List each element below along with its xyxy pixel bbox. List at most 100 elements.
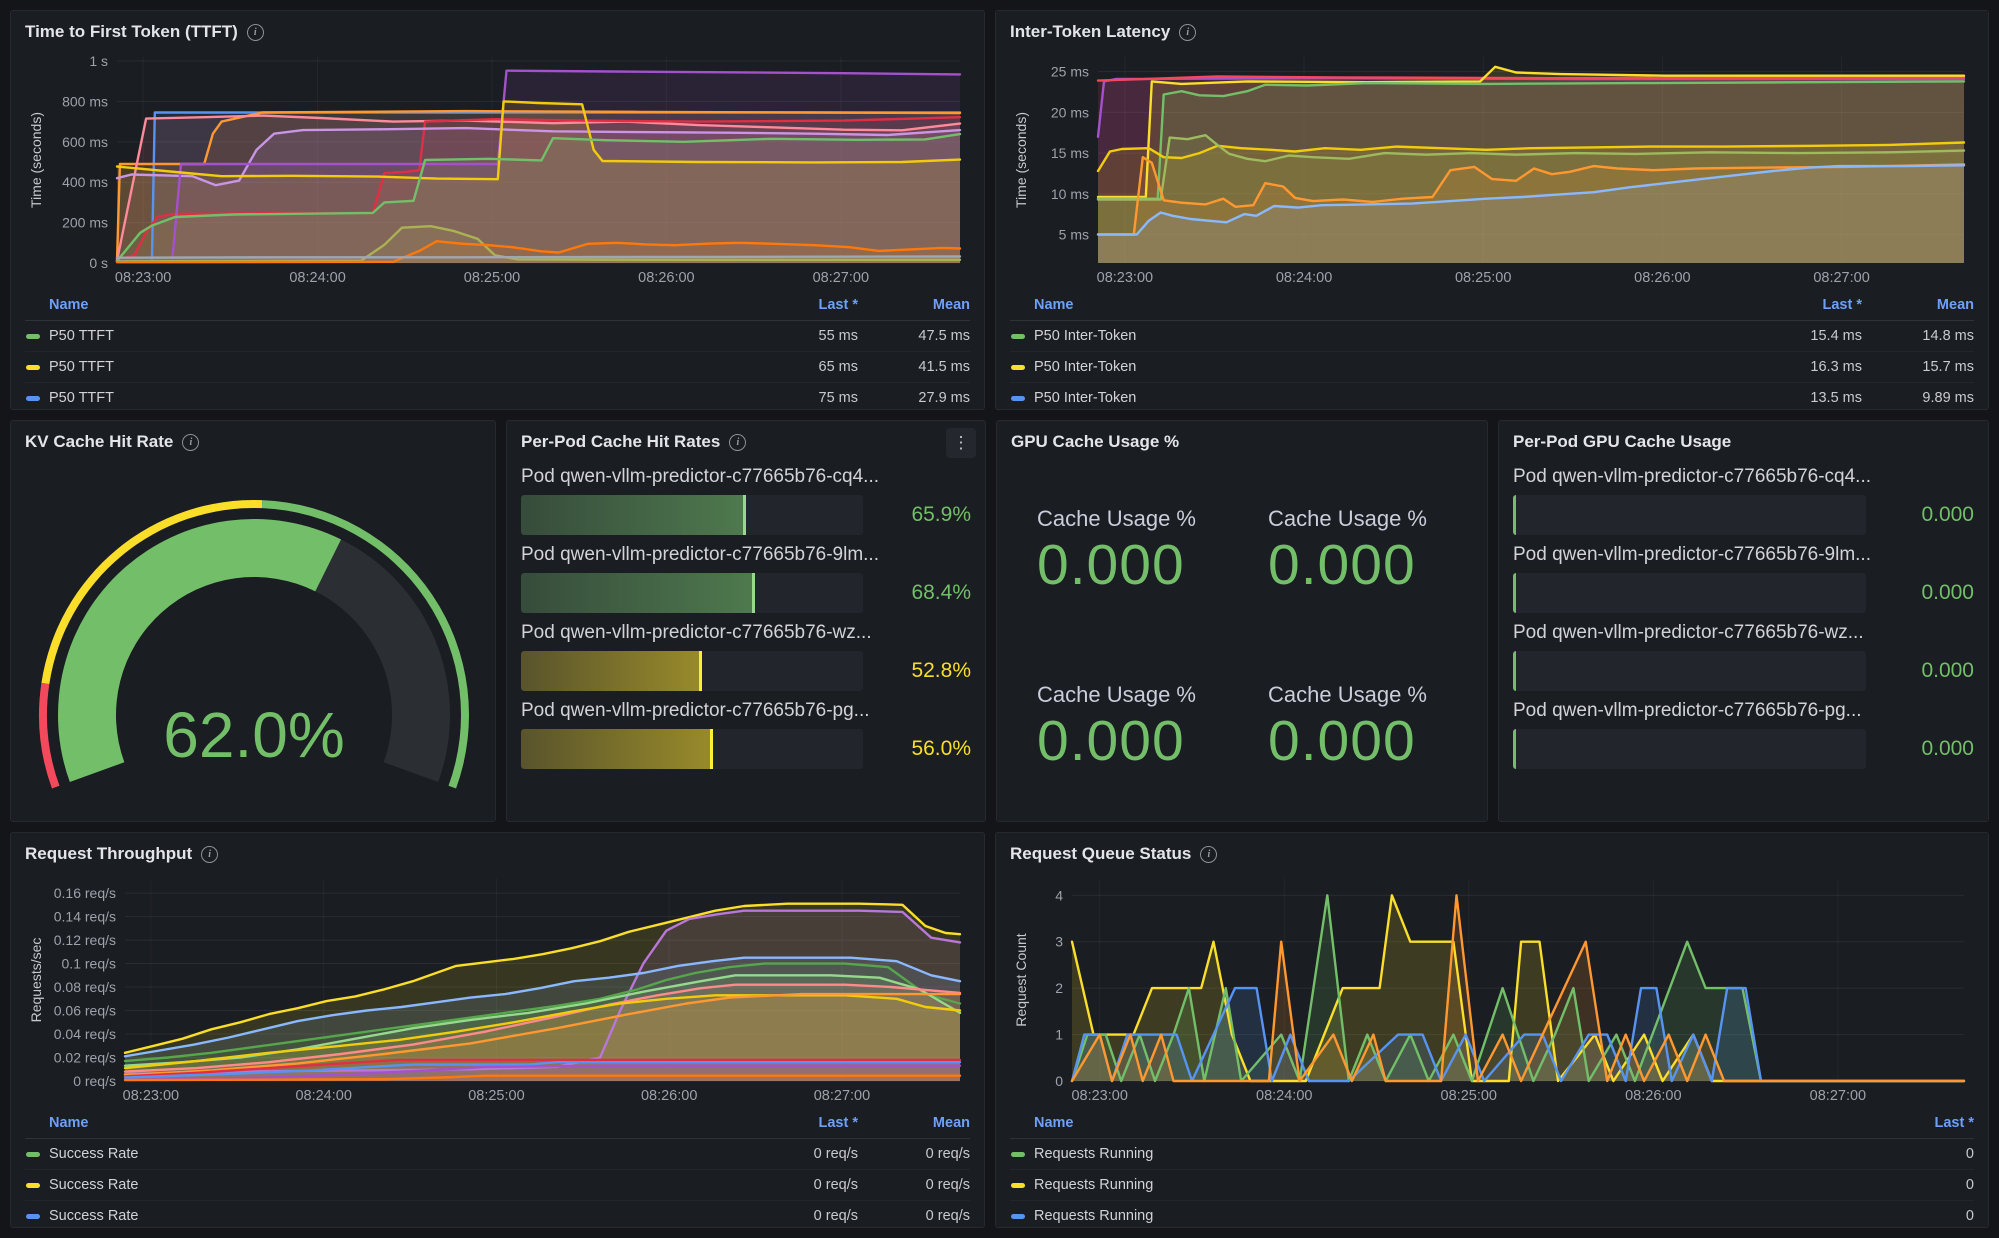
panel-pod-gpu-header[interactable]: Per-Pod GPU Cache Usage bbox=[1513, 427, 1974, 457]
panel-gpu-stat-header[interactable]: GPU Cache Usage % bbox=[1011, 427, 1473, 457]
legend-header-name[interactable]: Name bbox=[1034, 1115, 1074, 1131]
series-area bbox=[1098, 157, 1964, 263]
series-label[interactable]: Requests Running bbox=[1034, 1177, 1154, 1193]
panel-menu-icon[interactable]: ⋮ bbox=[946, 428, 976, 458]
pod-gpu-bar-gauges: Pod qwen-vllm-predictor-c77665b76-cq4...… bbox=[1513, 466, 1974, 769]
series-label[interactable]: Success Rate bbox=[49, 1208, 139, 1224]
series-label[interactable]: P50 TTFT bbox=[49, 359, 114, 375]
legend-row[interactable]: Requests Running 0 bbox=[1010, 1201, 1974, 1227]
request-queue-timeseries[interactable]: 0 1 2 3 4 08:23:00 08:24:00 08:25:00 08:26:00 08:… bbox=[1010, 869, 1974, 1107]
legend-value: 55 ms bbox=[818, 328, 859, 344]
series-line bbox=[115, 240, 962, 264]
ttft-timeseries[interactable]: 0 s 200 ms 400 ms 600 ms 800 ms 1 s 08:23:00 08… bbox=[25, 47, 970, 289]
legend-header-name[interactable]: Name bbox=[49, 1115, 89, 1131]
series-swatch-icon bbox=[1011, 395, 1025, 401]
legend-value: 0 req/s bbox=[925, 1208, 970, 1224]
series-label[interactable]: P50 Inter-Token bbox=[1034, 359, 1137, 375]
legend-row[interactable]: P50 Inter-Token 13.5 ms 9.89 ms bbox=[1010, 383, 1974, 409]
legend-header-col[interactable]: Mean bbox=[932, 297, 970, 313]
series-label[interactable]: Requests Running bbox=[1034, 1146, 1154, 1162]
stat-label: Cache Usage % bbox=[1037, 682, 1196, 708]
series-swatch-icon bbox=[1011, 1151, 1025, 1157]
x-tick-label: 08:26:00 bbox=[641, 1088, 697, 1104]
stat-value: 0.000 bbox=[1268, 709, 1416, 774]
legend-row[interactable]: Success Rate 0 req/s 0 req/s bbox=[25, 1139, 970, 1170]
legend-row[interactable]: P50 TTFT 75 ms 27.9 ms bbox=[25, 383, 970, 409]
legend-value: 0 req/s bbox=[813, 1177, 858, 1193]
legend-header-col[interactable]: Last * bbox=[818, 297, 859, 313]
bar-gauge-fill bbox=[521, 573, 755, 613]
legend-header-col[interactable]: Mean bbox=[1936, 297, 1974, 313]
request-throughput-timeseries[interactable]: 0 req/s 0.02 req/s 0.04 req/s 0.06 req/s 0.0… bbox=[25, 869, 970, 1107]
series-swatch-icon bbox=[1011, 1213, 1025, 1219]
legend-header-col[interactable]: Mean bbox=[932, 1115, 970, 1131]
series-swatch-icon bbox=[26, 1213, 40, 1219]
legend-row[interactable]: Success Rate 0 req/s 0 req/s bbox=[25, 1201, 970, 1227]
x-tick-label: 08:25:00 bbox=[468, 1088, 524, 1104]
info-icon[interactable]: i bbox=[1200, 845, 1218, 863]
panel-per-pod-cache-hit-rates: Per-Pod Cache Hit Rates i ⋮ Pod qwen-vll… bbox=[506, 420, 986, 822]
bar-gauge-value: 56.0% bbox=[911, 737, 971, 760]
series-swatch-icon bbox=[1011, 333, 1025, 339]
info-icon[interactable]: i bbox=[201, 845, 219, 863]
legend-row[interactable]: Requests Running 0 bbox=[1010, 1139, 1974, 1170]
bar-gauge-label: Pod qwen-vllm-predictor-c77665b76-pg... bbox=[521, 700, 870, 721]
panel-queue-header[interactable]: Request Queue Status i bbox=[1010, 839, 1974, 869]
x-tick-label: 08:23:00 bbox=[115, 270, 171, 286]
bar-gauge-row: Pod qwen-vllm-predictor-c77665b76-wz... 5… bbox=[521, 622, 971, 691]
legend-header-col[interactable]: Last * bbox=[1822, 297, 1863, 313]
throughput-chart-area[interactable]: 0 req/s 0.02 req/s 0.04 req/s 0.06 req/s 0.0… bbox=[25, 869, 970, 1107]
panel-title: Per-Pod Cache Hit Rates bbox=[521, 432, 721, 451]
series-label[interactable]: P50 TTFT bbox=[49, 390, 114, 406]
legend-row[interactable]: Requests Running 0 bbox=[1010, 1170, 1974, 1201]
panel-pod-cache-header[interactable]: Per-Pod Cache Hit Rates i bbox=[521, 427, 971, 457]
legend-row[interactable]: P50 Inter-Token 15.4 ms 14.8 ms bbox=[1010, 321, 1974, 352]
series-line bbox=[1096, 75, 1966, 82]
info-icon[interactable]: i bbox=[182, 433, 200, 451]
series-line bbox=[115, 100, 962, 181]
legend-row[interactable]: P50 TTFT 55 ms 47.5 ms bbox=[25, 321, 970, 352]
series-label[interactable]: Success Rate bbox=[49, 1177, 139, 1193]
panel-kv-header[interactable]: KV Cache Hit Rate i bbox=[25, 427, 481, 457]
series-label[interactable]: Requests Running bbox=[1034, 1208, 1154, 1224]
y-tick-label: 200 ms bbox=[62, 215, 108, 231]
gauge-threshold-ring bbox=[41, 500, 263, 685]
series-line bbox=[123, 962, 962, 1063]
legend-row[interactable]: Success Rate 0 req/s 0 req/s bbox=[25, 1170, 970, 1201]
gauge-empty-arc bbox=[315, 539, 450, 783]
series-label[interactable]: P50 Inter-Token bbox=[1034, 328, 1137, 344]
x-tick-label: 08:25:00 bbox=[1455, 270, 1511, 286]
bar-gauge-tip bbox=[709, 729, 713, 769]
panel-throughput-header[interactable]: Request Throughput i bbox=[25, 839, 970, 869]
legend-row[interactable]: P50 TTFT 65 ms 41.5 ms bbox=[25, 352, 970, 383]
series-label[interactable]: Success Rate bbox=[49, 1146, 139, 1162]
series-line bbox=[1070, 894, 1966, 1083]
panel-itl-header[interactable]: Inter-Token Latency i bbox=[1010, 17, 1974, 47]
legend-header-col[interactable]: Last * bbox=[818, 1115, 859, 1131]
series-label[interactable]: P50 TTFT bbox=[49, 328, 114, 344]
x-tick-label: 08:27:00 bbox=[1813, 270, 1869, 286]
y-tick-label: 600 ms bbox=[62, 134, 108, 150]
info-icon[interactable]: i bbox=[729, 433, 747, 451]
legend-row[interactable]: P50 Inter-Token 16.3 ms 15.7 ms bbox=[1010, 352, 1974, 383]
queue-chart-area[interactable]: 0 1 2 3 4 08:23:00 08:24:00 08:25:00 08:26:00 08:… bbox=[1010, 869, 1974, 1107]
info-icon[interactable]: i bbox=[1179, 23, 1197, 41]
y-tick-label: 10 ms bbox=[1051, 186, 1089, 202]
bar-gauge-row: Pod qwen-vllm-predictor-c77665b76-9lm...… bbox=[1513, 544, 1974, 613]
legend-header-name[interactable]: Name bbox=[1034, 297, 1074, 313]
stat-value: 0.000 bbox=[1037, 709, 1185, 774]
itl-chart-area[interactable]: 5 ms 10 ms 15 ms 20 ms 25 ms 08:23:00 08:24:00… bbox=[1010, 47, 1974, 289]
bar-gauge-value: 0.000 bbox=[1921, 581, 1974, 604]
bar-gauge-track bbox=[521, 573, 863, 613]
info-icon[interactable]: i bbox=[246, 23, 264, 41]
ttft-chart-area[interactable]: 0 s 200 ms 400 ms 600 ms 800 ms 1 s 08:23:00 08… bbox=[25, 47, 970, 289]
legend-header-col[interactable]: Last * bbox=[1934, 1115, 1975, 1131]
legend-header-name[interactable]: Name bbox=[49, 297, 89, 313]
panel-ttft-header[interactable]: Time to First Token (TTFT) i bbox=[25, 17, 970, 47]
inter-token-latency-timeseries[interactable]: 5 ms 10 ms 15 ms 20 ms 25 ms 08:23:00 08:24:00… bbox=[1010, 47, 1974, 289]
bar-gauge-value: 65.9% bbox=[911, 503, 971, 526]
panel-request-queue-status: Request Queue Status i 0 1 2 3 4 08:23:00 08:2… bbox=[995, 832, 1989, 1228]
panel-ttft: Time to First Token (TTFT) i 0 s 200 ms 40… bbox=[10, 10, 985, 410]
series-label[interactable]: P50 Inter-Token bbox=[1034, 390, 1137, 406]
